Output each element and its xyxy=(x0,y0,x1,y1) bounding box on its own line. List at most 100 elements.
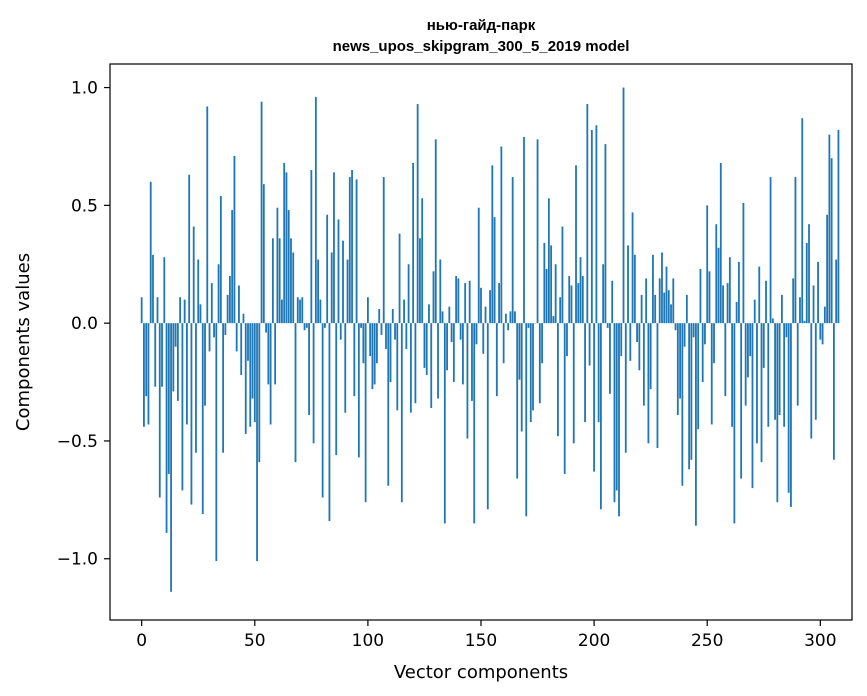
bar xyxy=(663,292,666,324)
bar xyxy=(355,179,358,324)
bar xyxy=(710,323,713,425)
bar xyxy=(224,323,227,335)
bar xyxy=(319,299,322,324)
bar xyxy=(780,294,783,324)
bar xyxy=(303,323,306,331)
bar xyxy=(584,323,586,423)
bar xyxy=(787,323,790,493)
bar xyxy=(652,254,654,324)
bar xyxy=(459,323,462,340)
bar xyxy=(378,309,381,324)
bar xyxy=(620,323,623,357)
bar xyxy=(457,278,460,324)
bar xyxy=(697,323,700,430)
bar xyxy=(570,285,573,324)
bar xyxy=(672,278,675,324)
bar xyxy=(253,323,256,423)
bar xyxy=(550,245,553,324)
bar xyxy=(346,259,349,324)
bar xyxy=(593,323,596,472)
bar xyxy=(690,323,693,460)
bar xyxy=(828,134,831,324)
bar xyxy=(172,323,175,392)
bar xyxy=(640,294,643,324)
bar xyxy=(638,323,641,371)
bar xyxy=(552,316,555,324)
bar xyxy=(742,203,745,324)
bar xyxy=(317,259,320,324)
x-tick-label: 150 xyxy=(465,631,497,651)
bar xyxy=(708,271,711,324)
bar xyxy=(590,129,593,324)
bar xyxy=(262,184,265,324)
bar xyxy=(814,323,817,420)
bar xyxy=(267,323,270,385)
bar xyxy=(228,276,231,324)
bar xyxy=(324,323,326,328)
bar xyxy=(242,313,245,324)
bar xyxy=(695,323,697,526)
bar xyxy=(294,323,297,463)
bar xyxy=(559,297,562,324)
bar xyxy=(468,280,471,324)
bar xyxy=(722,285,724,324)
bar xyxy=(260,101,263,324)
bar xyxy=(719,162,722,324)
bar xyxy=(835,259,838,324)
bar xyxy=(611,280,614,324)
x-tick-label: 0 xyxy=(136,631,147,651)
bar xyxy=(154,323,157,387)
bar xyxy=(360,323,363,328)
bar xyxy=(482,323,485,354)
bar xyxy=(299,299,301,324)
bar xyxy=(756,323,758,444)
bar xyxy=(217,264,220,324)
bar xyxy=(231,210,234,324)
bar xyxy=(380,323,383,335)
bar xyxy=(523,137,525,324)
bar xyxy=(156,297,159,324)
bar xyxy=(480,287,482,324)
bar xyxy=(728,257,731,324)
bar xyxy=(247,323,249,361)
bar xyxy=(385,323,387,350)
bar xyxy=(439,259,442,324)
bar xyxy=(387,323,390,486)
bar xyxy=(563,323,566,474)
bar xyxy=(545,268,548,324)
bar xyxy=(577,283,580,324)
bar xyxy=(314,96,317,324)
bar xyxy=(219,195,222,324)
bar xyxy=(421,198,424,324)
bar xyxy=(394,323,396,340)
bar xyxy=(658,278,661,324)
bar xyxy=(195,323,197,453)
bar xyxy=(337,219,340,324)
bar xyxy=(201,323,204,514)
bar xyxy=(812,285,815,324)
bar xyxy=(226,294,229,324)
bar xyxy=(606,323,609,328)
bar xyxy=(328,323,331,522)
bar xyxy=(366,297,369,324)
bar xyxy=(683,323,686,347)
bar xyxy=(645,278,648,324)
bar xyxy=(443,323,446,524)
bar xyxy=(333,172,335,324)
bar xyxy=(774,323,776,420)
bar xyxy=(285,172,288,324)
bar xyxy=(186,323,188,425)
bar xyxy=(767,323,770,427)
bar xyxy=(685,294,688,324)
bar xyxy=(778,323,781,416)
bar xyxy=(819,323,822,340)
bar xyxy=(484,306,487,324)
bar xyxy=(423,323,426,368)
bar xyxy=(455,276,458,324)
bar xyxy=(541,323,543,364)
bar xyxy=(613,323,616,503)
bar xyxy=(713,323,715,364)
bar xyxy=(679,323,681,399)
bar xyxy=(538,323,541,404)
